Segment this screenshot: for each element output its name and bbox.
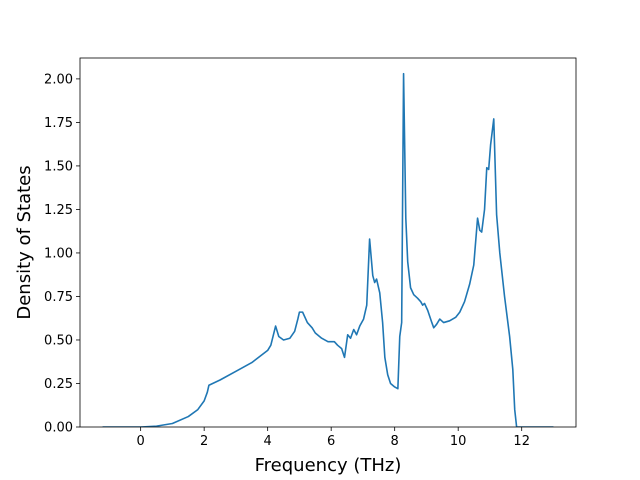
y-tick-label: 0.50 [44, 333, 73, 348]
y-tick-label: 1.25 [44, 203, 73, 218]
line [102, 72, 554, 427]
x-tick-label: 2 [200, 434, 208, 449]
y-tick-label: 0.00 [44, 421, 73, 436]
y-tick-label: 1.75 [44, 116, 73, 131]
x-tick-label: 12 [513, 434, 530, 449]
x-tick-label: 10 [450, 434, 467, 449]
x-tick-label: 6 [327, 434, 335, 449]
x-axis-label: Frequency (THz) [255, 455, 402, 476]
plot-frame [79, 57, 577, 428]
x-tick-label: 8 [391, 434, 399, 449]
y-tick-label: 1.00 [44, 246, 73, 261]
y-tick-label: 1.50 [44, 159, 73, 174]
y-tick-label: 0.25 [44, 377, 73, 392]
y-tick-label: 0.75 [44, 290, 73, 305]
x-tick-label: 0 [137, 434, 145, 449]
x-tick-label: 4 [264, 434, 272, 449]
y-axis-label: Density of States [14, 165, 35, 319]
y-tick-label: 2.00 [44, 72, 73, 87]
